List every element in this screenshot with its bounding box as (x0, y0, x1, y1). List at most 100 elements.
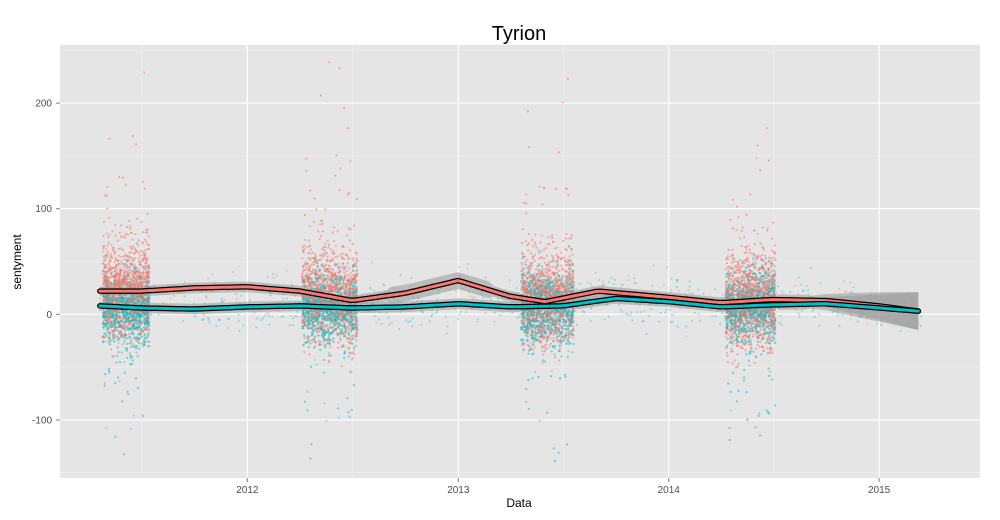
scatter-point (130, 251, 133, 254)
scatter-point (410, 276, 413, 280)
scatter-point (730, 280, 733, 283)
scatter-point (317, 318, 320, 322)
scatter-point (123, 453, 126, 456)
scatter-point (352, 257, 355, 260)
scatter-point (767, 367, 770, 370)
scatter-point (142, 266, 145, 269)
scatter-point (117, 247, 120, 250)
scatter-point (659, 311, 662, 315)
scatter-point (119, 266, 122, 269)
scatter-point (521, 338, 524, 341)
scatter-point (128, 278, 131, 281)
scatter-point (120, 320, 123, 324)
scatter-point (603, 318, 606, 321)
scatter-point (124, 296, 127, 299)
scatter-point (589, 319, 592, 322)
scatter-point (137, 257, 140, 260)
scatter-point (767, 412, 770, 415)
scatter-point (128, 333, 131, 336)
scatter-point (147, 321, 151, 324)
scatter-point (773, 404, 777, 407)
scatter-point (303, 333, 306, 336)
scatter-point (128, 342, 131, 345)
scatter-point (420, 323, 423, 326)
scatter-point (116, 259, 119, 262)
scatter-point (685, 325, 688, 328)
scatter-point (235, 293, 238, 296)
scatter-point (323, 338, 326, 341)
scatter-point (143, 343, 146, 346)
scatter-point (102, 250, 105, 253)
scatter-point (127, 281, 130, 284)
scatter-point (124, 183, 127, 186)
scatter-point (698, 319, 702, 322)
scatter-point (762, 275, 765, 278)
scatter-point (147, 333, 150, 336)
scatter-point (124, 258, 127, 261)
scatter-point (145, 240, 148, 243)
scatter-point (104, 373, 107, 376)
scatter-point (145, 271, 149, 274)
scatter-point (114, 328, 117, 331)
scatter-point (121, 281, 124, 284)
scatter-point (136, 355, 139, 358)
scatter-point (309, 365, 312, 368)
scatter-point (282, 297, 285, 300)
scatter-point (649, 308, 653, 311)
scatter-point (123, 339, 126, 342)
scatter-point (108, 216, 111, 219)
scatter-point (129, 345, 132, 349)
scatter-point (749, 352, 752, 355)
scatter-point (739, 259, 742, 262)
scatter-point (143, 333, 146, 336)
scatter-point (122, 274, 125, 277)
scatter-point (332, 330, 335, 333)
scatter-point (103, 332, 106, 335)
scatter-point (747, 359, 750, 362)
scatter-point (207, 318, 210, 321)
scatter-point (309, 457, 312, 460)
scatter-point (125, 347, 129, 350)
scatter-point (407, 321, 410, 324)
scatter-point (113, 250, 116, 253)
scatter-point (736, 287, 740, 290)
scatter-point (120, 235, 123, 238)
scatter-point (411, 325, 414, 328)
scatter-point (137, 244, 140, 247)
scatter-point (107, 262, 110, 265)
scatter-point (566, 356, 569, 359)
scatter-point (142, 251, 145, 254)
scatter-point (564, 375, 567, 379)
scatter-point (116, 335, 119, 338)
scatter-point (121, 248, 124, 251)
scatter-point (563, 324, 567, 327)
scatter-point (802, 289, 805, 292)
scatter-point (208, 321, 211, 324)
scatter-point (320, 314, 324, 317)
scatter-point (148, 270, 151, 273)
scatter-point (148, 324, 151, 327)
scatter-point (146, 212, 149, 215)
scatter-point (133, 257, 136, 260)
scatter-point (102, 275, 105, 278)
scatter-point (146, 340, 149, 343)
scatter-point (143, 71, 146, 74)
scatter-point (117, 239, 120, 242)
scatter-point (115, 279, 118, 282)
scatter-point (141, 322, 144, 325)
scatter-point (110, 255, 113, 258)
scatter-point (690, 319, 694, 322)
scatter-point (132, 259, 135, 262)
scatter-point (752, 257, 755, 260)
scatter-point (182, 319, 185, 322)
scatter-point (102, 247, 105, 250)
scatter-point (302, 264, 305, 267)
scatter-point (128, 219, 131, 222)
scatter-point (142, 259, 145, 262)
scatter-point (102, 312, 105, 315)
scatter-point (348, 333, 351, 336)
scatter-point (636, 311, 639, 314)
scatter-point (525, 334, 528, 337)
scatter-point (133, 269, 136, 272)
